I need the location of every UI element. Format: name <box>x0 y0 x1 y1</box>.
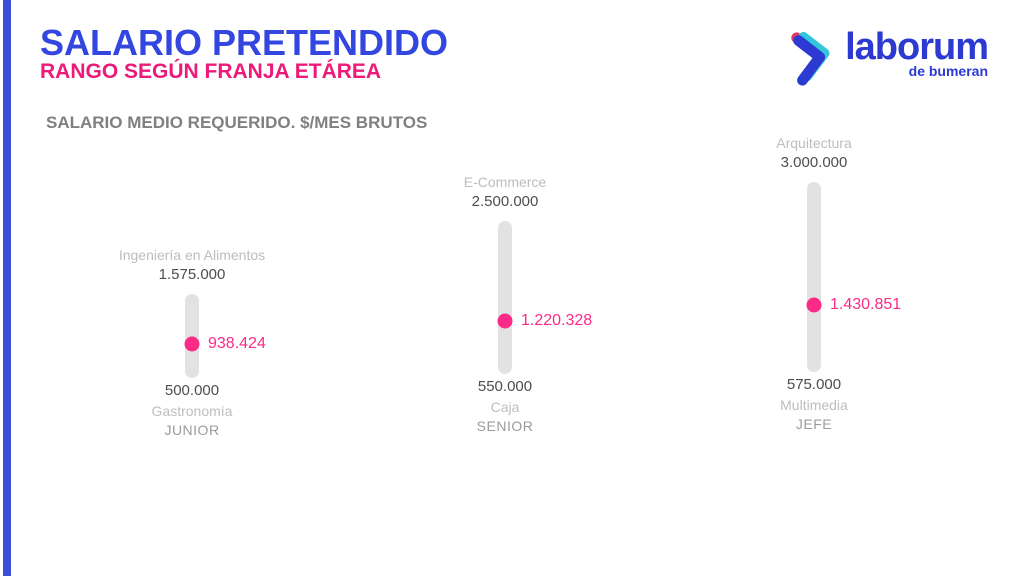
salary-column-senior: E-Commerce 2.500.000 1.220.328 550.000 C… <box>395 0 615 576</box>
range-bar <box>807 181 821 372</box>
min-value-label: 575.000 <box>786 375 842 393</box>
brand-name: laborum <box>845 26 989 68</box>
mean-dot <box>184 336 200 352</box>
chart-heading: SALARIO MEDIO REQUERIDO. $/MES BRUTOS <box>46 113 428 132</box>
mean-dot <box>497 313 513 329</box>
mean-value-label: 1.430.851 <box>830 295 902 313</box>
mean-dot <box>806 297 822 313</box>
page-subtitle: RANGO SEGÚN FRANJA ETÁREA <box>40 60 382 83</box>
category-label: SENIOR <box>476 417 534 434</box>
category-label: JUNIOR <box>164 421 220 438</box>
salary-column-jefe: Arquitectura 3.000.000 1.430.851 575.000… <box>704 0 924 576</box>
brand-logo: laborum de bumeran <box>785 26 989 88</box>
min-area-label: Caja <box>490 398 520 415</box>
boomerang-chevron-icon <box>791 31 830 86</box>
mean-value-label: 938.424 <box>208 334 266 352</box>
min-area-label: Multimedia <box>780 396 848 413</box>
min-value-label: 550.000 <box>477 377 533 395</box>
max-area-label: Arquitectura <box>776 134 852 151</box>
brand-wordmark: laborum de bumeran <box>845 26 989 79</box>
max-area-label: Ingeniería en Alimentos <box>118 246 266 263</box>
page-title: SALARIO PRETENDIDO <box>40 22 449 63</box>
min-area-label: Gastronomía <box>151 402 233 419</box>
max-value-label: 1.575.000 <box>158 265 226 283</box>
min-value-label: 500.000 <box>164 381 220 399</box>
max-value-label: 2.500.000 <box>471 193 539 211</box>
brand-subname: de bumeran <box>908 63 988 79</box>
category-label: JEFE <box>795 415 833 432</box>
max-area-label: E-Commerce <box>463 174 547 191</box>
max-value-label: 3.000.000 <box>780 153 848 171</box>
range-bar <box>185 293 199 378</box>
mean-value-label: 1.220.328 <box>521 312 593 330</box>
range-bar <box>498 221 512 374</box>
left-accent-bar <box>3 0 11 576</box>
salary-column-junior: Ingeniería en Alimentos 1.575.000 938.42… <box>82 0 302 576</box>
